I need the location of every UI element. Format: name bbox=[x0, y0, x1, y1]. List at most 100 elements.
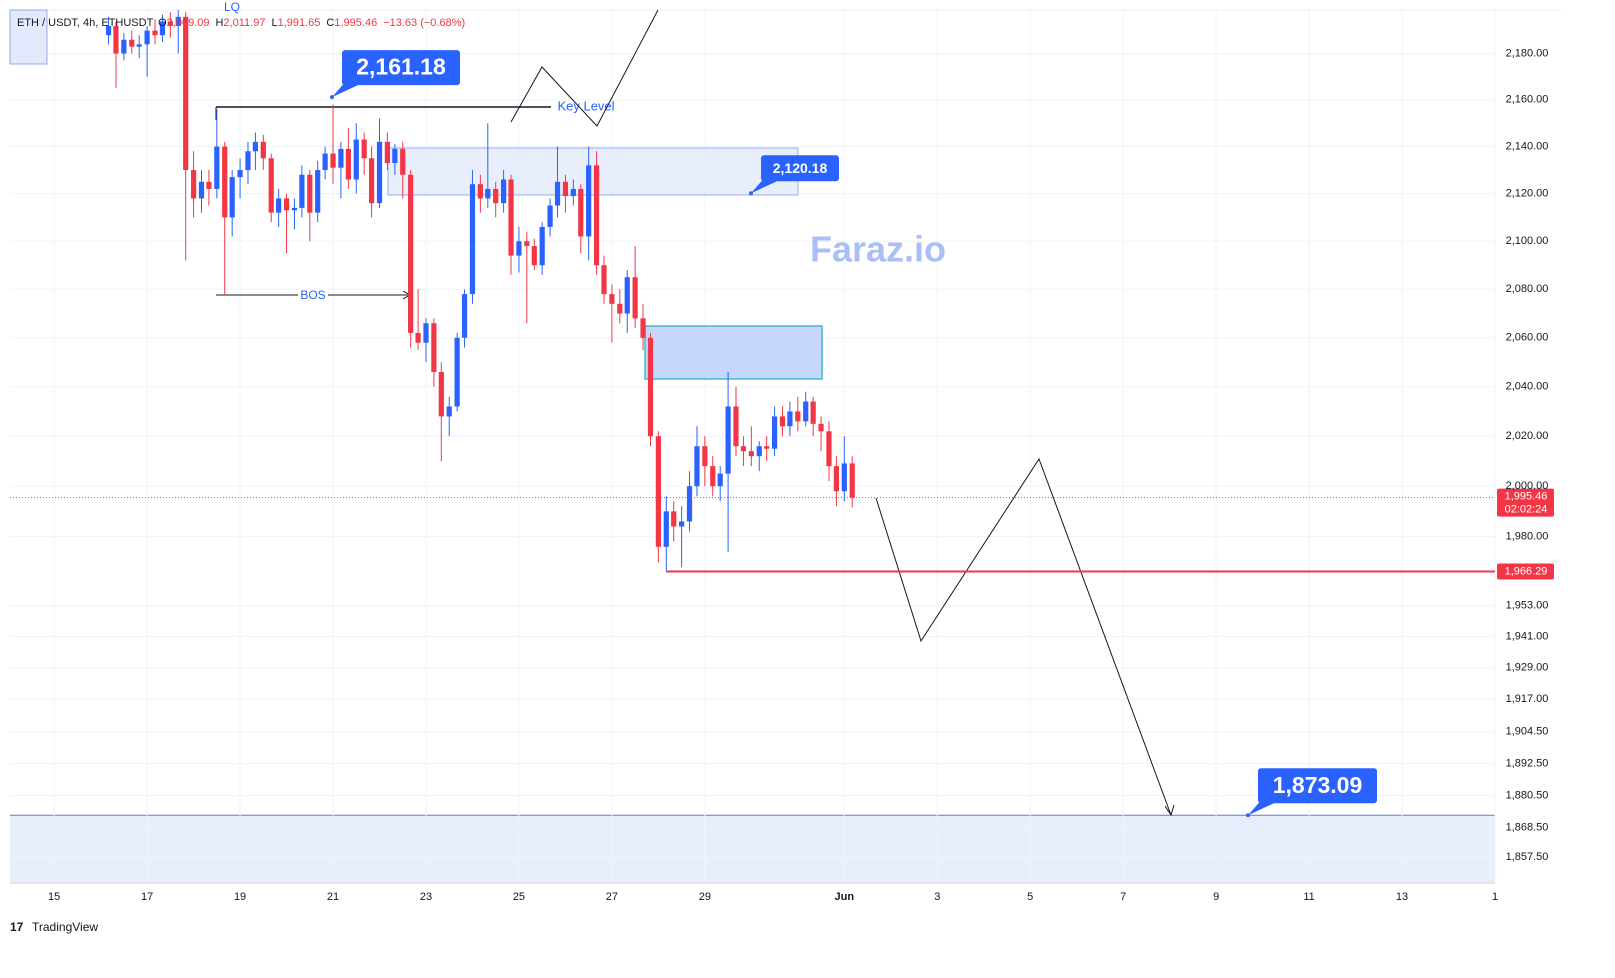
x-tick-label: Jun bbox=[835, 891, 855, 903]
candle-body bbox=[477, 184, 483, 199]
candle-body bbox=[121, 39, 127, 54]
candle-body bbox=[663, 511, 669, 547]
y-tick-label: 2,120.00 bbox=[1506, 188, 1549, 200]
candle-body bbox=[283, 198, 290, 211]
candle-body bbox=[787, 411, 793, 427]
candle-body bbox=[315, 170, 321, 213]
candle-body bbox=[671, 511, 677, 527]
candle-body bbox=[469, 184, 476, 295]
callout-point bbox=[1246, 813, 1250, 818]
candle-body bbox=[438, 372, 444, 417]
candle-body bbox=[245, 151, 251, 171]
countdown: 02:02:24 bbox=[1505, 504, 1548, 516]
candle-body bbox=[454, 337, 460, 407]
callout-box bbox=[761, 155, 839, 182]
candle-body bbox=[679, 521, 685, 527]
candle-body bbox=[826, 431, 832, 467]
header-change: −13.63 (−0.68%) bbox=[383, 17, 465, 29]
candle-body bbox=[345, 148, 351, 180]
candle-body bbox=[392, 148, 398, 163]
candle-body bbox=[593, 165, 600, 266]
x-tick-label: 11 bbox=[1303, 891, 1314, 903]
candle-body bbox=[369, 158, 375, 204]
y-tick-label: 1,868.50 bbox=[1506, 822, 1549, 834]
candle-body bbox=[725, 406, 731, 474]
y-tick-label: 1,904.50 bbox=[1506, 726, 1549, 738]
y-tick-label: 2,160.00 bbox=[1506, 94, 1549, 106]
candle-body bbox=[771, 416, 778, 449]
candle-body bbox=[554, 181, 561, 206]
y-tick-label: 2,100.00 bbox=[1506, 235, 1549, 247]
candle-body bbox=[214, 146, 220, 189]
y-tick-label: 1,857.50 bbox=[1506, 851, 1549, 863]
y-tick-label: 2,000.00 bbox=[1506, 480, 1549, 492]
candle-body bbox=[841, 463, 847, 492]
candle-body bbox=[655, 436, 661, 547]
candle-body bbox=[710, 466, 716, 487]
x-tick-label: 3 bbox=[934, 891, 940, 903]
x-tick-label: 7 bbox=[1120, 891, 1126, 903]
callout-label: 1,873.09 bbox=[1273, 772, 1363, 798]
candle-body bbox=[640, 318, 646, 338]
x-tick-label: 1 bbox=[1492, 891, 1498, 903]
candle-body bbox=[601, 265, 607, 295]
header-field: O bbox=[158, 17, 167, 29]
projection-path bbox=[510, 9, 659, 127]
candle-body bbox=[408, 174, 414, 333]
candle-body bbox=[779, 416, 786, 427]
candle-body bbox=[384, 141, 391, 163]
candle-body bbox=[818, 423, 824, 432]
candle-body bbox=[136, 44, 142, 47]
candle-body bbox=[617, 303, 623, 314]
y-tick-label: 2,040.00 bbox=[1506, 381, 1549, 393]
x-tick-label: 29 bbox=[699, 891, 711, 903]
key-level-text: Key Level bbox=[557, 98, 614, 113]
logo-mark: 17 bbox=[10, 920, 24, 934]
candle-body bbox=[144, 30, 150, 45]
candle-body bbox=[415, 332, 421, 343]
candle-body bbox=[252, 141, 259, 152]
candle-body bbox=[361, 139, 367, 159]
candle-body bbox=[446, 406, 452, 417]
candle-body bbox=[539, 226, 545, 266]
lq-text: LQ bbox=[224, 0, 240, 14]
x-tick-label: 15 bbox=[48, 891, 60, 903]
y-tick-label: 2,020.00 bbox=[1506, 430, 1549, 442]
candle-body bbox=[686, 486, 693, 522]
header-symbol: ETH / USDT, 4h, ETHUSDT bbox=[17, 17, 154, 29]
level-label: 1,966.29 bbox=[1505, 565, 1548, 577]
y-tick-label: 1,953.00 bbox=[1506, 599, 1549, 611]
candle-body bbox=[624, 277, 630, 314]
candle-body bbox=[175, 16, 181, 27]
candle-body bbox=[190, 170, 197, 199]
candle-body bbox=[570, 188, 576, 197]
supply-zone bbox=[387, 147, 799, 196]
candle-body bbox=[632, 277, 638, 319]
callout-label: 2,161.18 bbox=[356, 54, 446, 80]
last-price-label: 1,995.46 bbox=[1505, 491, 1548, 503]
x-tick-label: 19 bbox=[234, 891, 246, 903]
y-tick-label: 2,060.00 bbox=[1506, 332, 1549, 344]
candle-body bbox=[493, 188, 499, 204]
y-tick-label: 1,917.00 bbox=[1506, 693, 1549, 705]
candle-body bbox=[694, 446, 700, 487]
x-tick-label: 17 bbox=[141, 891, 153, 903]
candles bbox=[105, 10, 855, 572]
candle-body bbox=[833, 466, 839, 492]
candle-body bbox=[291, 207, 298, 211]
header-value: 2,011.97 bbox=[223, 17, 265, 29]
x-tick-label: 27 bbox=[606, 891, 618, 903]
candle-body bbox=[516, 241, 522, 256]
x-tick-label: 21 bbox=[327, 891, 339, 903]
candle-body bbox=[609, 294, 615, 304]
zone bbox=[9, 9, 48, 65]
candle-body bbox=[276, 198, 282, 213]
candle-body bbox=[183, 16, 189, 171]
candle-body bbox=[229, 177, 235, 218]
header-field: L bbox=[271, 17, 277, 29]
candle-body bbox=[237, 170, 243, 178]
target-zone bbox=[10, 815, 1495, 883]
candle-body bbox=[299, 174, 305, 208]
x-tick-label: 13 bbox=[1396, 891, 1408, 903]
